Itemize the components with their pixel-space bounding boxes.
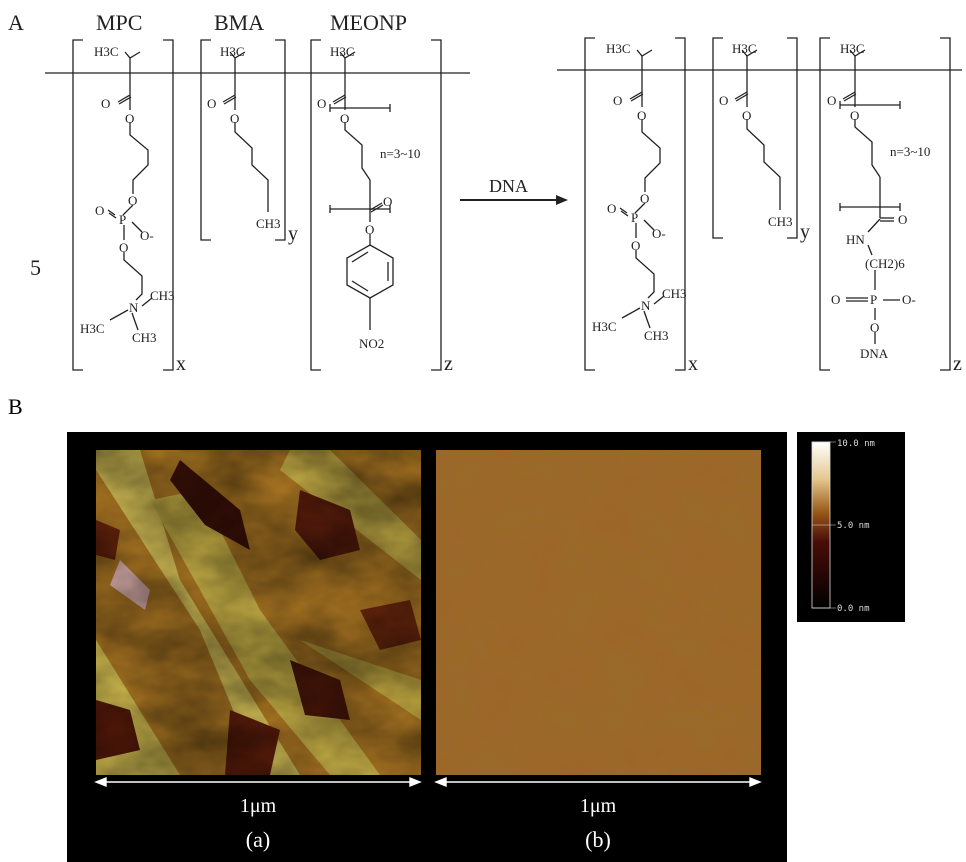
atom-ch3: CH3 [150,288,175,303]
atom-o: O [827,93,836,108]
atom-h3c: H3C [330,44,355,59]
atom-o: O [340,111,349,126]
colorbar-max-label: 10.0 nm [837,439,875,449]
atom-o: O [101,96,110,111]
atom-o: O [898,212,907,227]
atom-hn: HN [846,232,865,247]
atom-o-minus: O- [902,292,916,307]
atom-o: O [125,111,134,126]
atom-h3c: H3C [94,44,119,59]
scale-bar-b [434,776,762,788]
reactant-polymer [45,39,470,371]
afm-image-a [96,450,421,775]
atom-o: O [365,222,374,237]
colorbar-mid-label: 5.0 nm [837,521,870,531]
atom-p: P [119,212,126,227]
product-subscripts: x y z [688,221,962,375]
atom-ch3: CH3 [768,214,793,229]
product-atom-labels: H3C O O O P O O- O N CH3 H3C CH3 H3C O O… [592,41,930,361]
atom-h3c: H3C [840,41,865,56]
subscript-z: z [953,353,962,375]
reactant-atom-labels: H3C O O O P O O- O N CH3 H3C CH3 H3C O O… [80,44,420,351]
atom-dna: DNA [860,346,889,361]
atom-o: O [831,292,840,307]
side-number: 5 [30,255,41,280]
repeat-range: n=3~10 [890,144,930,159]
atom-o: O [870,320,879,335]
afm-image-b [436,450,761,775]
subscript-x: x [176,353,186,375]
atom-o: O [640,191,649,206]
atom-n: N [641,298,651,313]
atom-o-minus: O- [140,228,154,243]
atom-o-minus: O- [652,226,666,241]
atom-o: O [607,201,616,216]
atom-h3c: H3C [732,41,757,56]
bracket-bma-left [200,39,211,241]
atom-o: O [207,96,216,111]
repeat-range: n=3~10 [380,146,420,161]
bracket-mpc-right [163,39,174,371]
monomer-label-mpc: MPC [96,10,142,35]
atom-o: O [317,96,326,111]
atom-p: P [631,210,638,225]
atom-no2: NO2 [359,336,384,351]
benzene-ring [346,244,394,299]
atom-o: O [613,93,622,108]
atom-h3c: H3C [592,319,617,334]
reaction-arrow [460,195,568,205]
atom-h3c: H3C [606,41,631,56]
atom-o: O [383,194,392,209]
reactant-subscripts: x y z [176,223,453,375]
atom-o: O [850,108,859,123]
atom-o: O [637,108,646,123]
colorbar-min-label: 0.0 nm [837,604,870,614]
afm-caption-b: (b) [585,827,611,852]
subscript-y: y [288,223,298,245]
atom-h3c: H3C [220,44,245,59]
atom-ch3: CH3 [662,286,687,301]
reaction-scheme: A MPC BMA MEONP 5 [8,10,962,375]
atom-ch3: CH3 [644,328,669,343]
product-polymer [557,37,962,371]
atom-ch2-6: (CH2)6 [865,256,905,271]
atom-o: O [631,238,640,253]
subscript-z: z [444,353,453,375]
panel-label-b: B [8,394,23,419]
bracket-meonp-left [310,39,321,371]
atom-o: O [230,111,239,126]
afm-panel: B 10.0 nm 5.0 [8,394,905,862]
reaction-arrow-label: DNA [489,176,528,196]
subscript-y: y [800,221,810,243]
atom-n: N [129,300,139,315]
bracket-meonp-right [431,39,442,371]
scale-bar-label-a: 1μm [240,795,277,817]
atom-h3c: H3C [80,321,105,336]
afm-caption-a: (a) [246,827,270,852]
scale-bar-a [94,776,422,788]
colorbar [797,432,905,622]
panel-label-a: A [8,10,24,35]
monomer-label-bma: BMA [214,10,264,35]
atom-o: O [719,93,728,108]
atom-ch3: CH3 [132,330,157,345]
atom-o: O [95,203,104,218]
monomer-label-meonp: MEONP [330,10,407,35]
subscript-x: x [688,353,698,375]
bracket-bma-right [275,39,286,241]
atom-o: O [119,240,128,255]
atom-ch3: CH3 [256,216,281,231]
atom-o: O [128,193,137,208]
atom-o: O [742,108,751,123]
bracket-mpc-left [72,39,83,371]
atom-p: P [870,292,877,307]
scale-bar-label-b: 1μm [580,795,617,817]
